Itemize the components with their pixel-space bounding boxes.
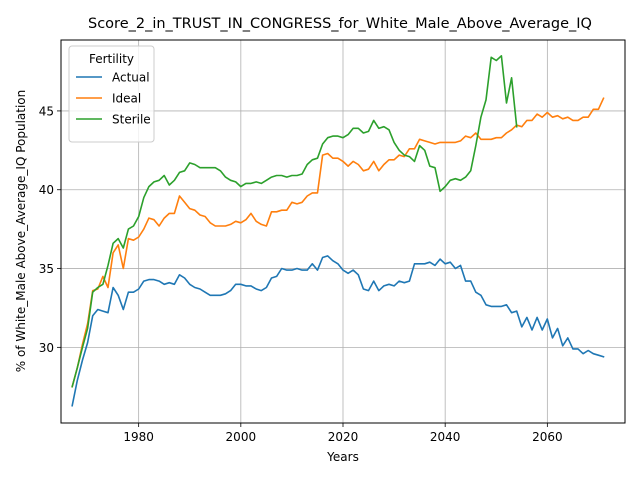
grid-lines [61,40,625,423]
x-tick-label: 2060 [532,430,563,444]
legend: Fertility Actual Ideal Sterile [68,45,155,143]
y-axis-label: % of White_Male Above_Average_IQ Populat… [14,90,28,373]
x-tick-label: 1980 [123,430,154,444]
chart-title: Score_2_in_TRUST_IN_CONGRESS_for_White_M… [88,16,592,32]
x-tick-label: 2040 [430,430,461,444]
x-tick-label: 2000 [226,430,257,444]
x-axis-label: Years [326,450,359,464]
x-tick-label: 2020 [328,430,359,444]
y-tick-label: 40 [39,183,54,197]
legend-label-ideal: Ideal [112,92,141,106]
series-line-actual [71,255,605,407]
legend-label-actual: Actual [112,71,150,85]
series-line-sterile [71,54,518,388]
y-tick-label: 35 [39,262,54,276]
series-line-ideal [71,97,605,388]
legend-items: Actual Ideal Sterile [76,71,151,127]
y-tick-label: 30 [39,341,54,355]
x-axis: 1980 2000 2020 2040 2060 [123,423,563,444]
series-lines [71,54,605,407]
y-tick-label: 45 [39,104,54,118]
legend-title: Fertility [89,52,134,66]
y-axis: 30 35 40 45 [39,104,61,355]
legend-label-sterile: Sterile [112,113,151,127]
legend-box [68,45,155,143]
